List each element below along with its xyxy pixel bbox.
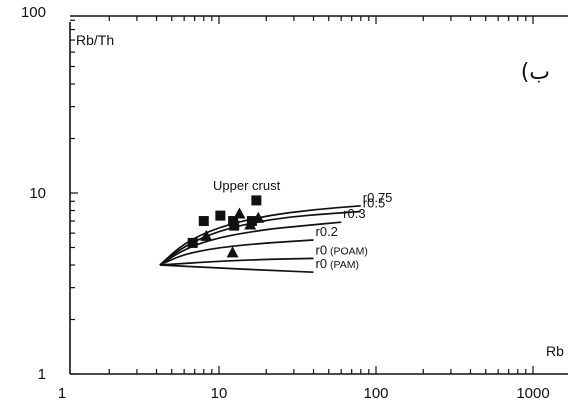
mixing-curve xyxy=(159,204,361,266)
curve-label: r0.5 xyxy=(363,196,385,211)
triangle-marker xyxy=(252,211,265,223)
x-tick-label: 100 xyxy=(363,385,388,401)
axis-ticks: 1 10 100 1000 1 10 100 xyxy=(21,4,550,401)
triangle-marker xyxy=(244,218,257,230)
mixing-curve xyxy=(159,221,342,266)
mixing-curve xyxy=(159,210,361,266)
curve-label: r0.2 xyxy=(316,224,338,239)
triangle-marker xyxy=(200,229,213,241)
curve-label: r0.3 xyxy=(343,206,365,221)
triangle-marker xyxy=(233,207,246,219)
y-tick-label: 1 xyxy=(38,366,46,383)
square-marker xyxy=(198,216,209,227)
mixing-curve xyxy=(159,239,314,266)
curve-label: r0.75 xyxy=(363,190,393,205)
curve-label: r0 (PAM) xyxy=(316,256,359,271)
square-marker xyxy=(246,216,257,227)
panel-label: (ب xyxy=(521,60,550,85)
mixing-curve xyxy=(159,257,314,266)
square-marker xyxy=(229,220,240,231)
square-marker xyxy=(251,195,262,206)
data-markers xyxy=(187,195,265,258)
x-tick-label: 1000 xyxy=(516,385,549,401)
y-tick-label: 100 xyxy=(21,4,46,21)
curve-label: r0 (POAM) xyxy=(316,242,368,257)
square-marker xyxy=(215,210,226,221)
chart-labels: Rb/Th Rb Upper crust (ب xyxy=(76,32,564,359)
y-axis-label: Rb/Th xyxy=(76,32,114,48)
mixing-curve xyxy=(159,264,314,274)
x-tick-label: 10 xyxy=(211,385,228,401)
x-tick-label: 1 xyxy=(58,385,66,401)
upper-crust-annotation: Upper crust xyxy=(213,178,281,193)
y-tick-label: 10 xyxy=(29,185,46,202)
triangle-marker xyxy=(226,246,239,258)
x-axis-label: Rb xyxy=(546,343,564,359)
square-marker xyxy=(187,237,198,248)
plot-frame xyxy=(69,15,568,375)
